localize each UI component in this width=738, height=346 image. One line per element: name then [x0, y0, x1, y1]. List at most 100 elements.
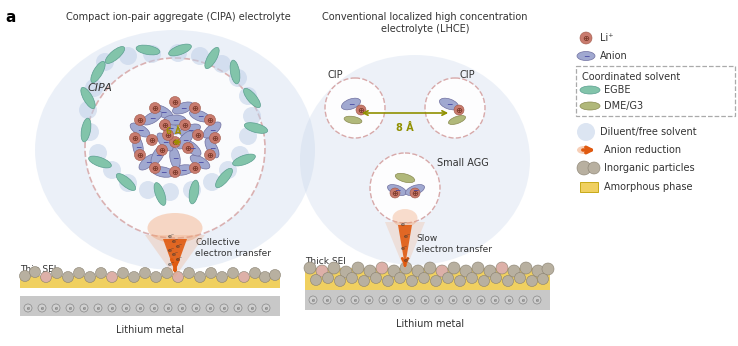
- Text: e: e: [111, 306, 114, 311]
- Circle shape: [147, 135, 157, 146]
- Text: −: −: [189, 144, 195, 153]
- Text: −: −: [348, 100, 354, 109]
- Text: e: e: [466, 298, 469, 303]
- Circle shape: [134, 115, 145, 126]
- Text: e: e: [83, 306, 86, 311]
- Circle shape: [351, 296, 359, 304]
- Text: −: −: [209, 144, 215, 153]
- Circle shape: [395, 273, 405, 283]
- Circle shape: [220, 304, 228, 312]
- Circle shape: [491, 296, 499, 304]
- Circle shape: [84, 272, 95, 282]
- Circle shape: [542, 263, 554, 275]
- Circle shape: [139, 181, 157, 199]
- Text: e: e: [264, 306, 267, 311]
- Polygon shape: [145, 235, 205, 277]
- Circle shape: [460, 265, 472, 277]
- Text: Thick SEI: Thick SEI: [305, 257, 346, 266]
- Ellipse shape: [142, 111, 162, 125]
- Text: ⊕: ⊕: [137, 151, 143, 160]
- Ellipse shape: [580, 102, 600, 110]
- Text: e⁻: e⁻: [168, 248, 175, 253]
- Circle shape: [161, 183, 179, 201]
- Circle shape: [520, 262, 532, 274]
- Circle shape: [190, 102, 201, 113]
- Ellipse shape: [35, 30, 315, 270]
- Circle shape: [80, 304, 88, 312]
- Circle shape: [269, 270, 280, 281]
- Circle shape: [519, 296, 527, 304]
- Text: e: e: [480, 298, 483, 303]
- Circle shape: [170, 166, 181, 177]
- Text: e: e: [69, 306, 72, 311]
- Circle shape: [143, 45, 161, 63]
- Ellipse shape: [396, 173, 415, 183]
- Text: CIP: CIP: [460, 70, 475, 80]
- Text: Slow
electron transfer: Slow electron transfer: [416, 234, 492, 254]
- Circle shape: [364, 265, 376, 277]
- Text: e: e: [27, 306, 30, 311]
- Circle shape: [248, 304, 256, 312]
- Circle shape: [238, 272, 249, 282]
- Text: ⊕: ⊕: [159, 146, 165, 155]
- Circle shape: [449, 296, 457, 304]
- Circle shape: [190, 163, 201, 173]
- Circle shape: [119, 47, 137, 65]
- Circle shape: [430, 275, 441, 286]
- Circle shape: [455, 275, 466, 286]
- Circle shape: [30, 266, 41, 277]
- Text: ⊕: ⊕: [137, 116, 143, 125]
- Circle shape: [323, 273, 334, 283]
- Circle shape: [85, 58, 265, 238]
- Circle shape: [136, 304, 144, 312]
- Ellipse shape: [148, 213, 202, 243]
- Ellipse shape: [170, 147, 180, 169]
- Text: Anion: Anion: [600, 51, 628, 61]
- Text: ⊕: ⊕: [412, 189, 418, 198]
- Circle shape: [352, 262, 364, 274]
- Text: ⊕: ⊕: [131, 134, 139, 143]
- Circle shape: [243, 107, 261, 125]
- Text: e⁻: e⁻: [176, 244, 182, 248]
- Circle shape: [503, 275, 514, 286]
- Circle shape: [588, 162, 600, 174]
- Circle shape: [203, 173, 221, 191]
- Text: CIPA: CIPA: [88, 83, 113, 93]
- Circle shape: [477, 296, 485, 304]
- Text: e: e: [368, 298, 370, 303]
- Circle shape: [365, 296, 373, 304]
- Text: e: e: [508, 298, 511, 303]
- Circle shape: [260, 272, 271, 282]
- Circle shape: [454, 105, 464, 115]
- Ellipse shape: [244, 88, 261, 108]
- Ellipse shape: [159, 122, 181, 134]
- Circle shape: [191, 47, 209, 65]
- Ellipse shape: [91, 61, 105, 83]
- Circle shape: [496, 262, 508, 274]
- Circle shape: [229, 69, 247, 87]
- Text: −: −: [187, 126, 193, 135]
- Circle shape: [162, 129, 173, 140]
- Circle shape: [106, 272, 117, 282]
- Ellipse shape: [190, 155, 210, 169]
- Text: −: −: [412, 186, 418, 195]
- Text: Conventional localized high concentration
electrolyte (LHCE): Conventional localized high concentratio…: [323, 12, 528, 34]
- Text: Lithium metal: Lithium metal: [116, 325, 184, 335]
- Text: e: e: [410, 298, 413, 303]
- Text: −: −: [197, 112, 203, 121]
- Ellipse shape: [189, 180, 199, 204]
- Text: ⊕: ⊕: [357, 106, 365, 115]
- Circle shape: [577, 123, 595, 141]
- Ellipse shape: [136, 45, 160, 55]
- Text: ⊕: ⊕: [391, 189, 399, 198]
- Circle shape: [66, 304, 74, 312]
- Circle shape: [340, 266, 352, 278]
- Text: Diluent/free solvent: Diluent/free solvent: [600, 127, 697, 137]
- Circle shape: [205, 267, 216, 279]
- Text: e: e: [325, 298, 328, 303]
- Circle shape: [81, 123, 99, 141]
- Text: ⊕: ⊕: [582, 34, 590, 43]
- Ellipse shape: [173, 102, 193, 114]
- Circle shape: [393, 296, 401, 304]
- Circle shape: [418, 273, 430, 283]
